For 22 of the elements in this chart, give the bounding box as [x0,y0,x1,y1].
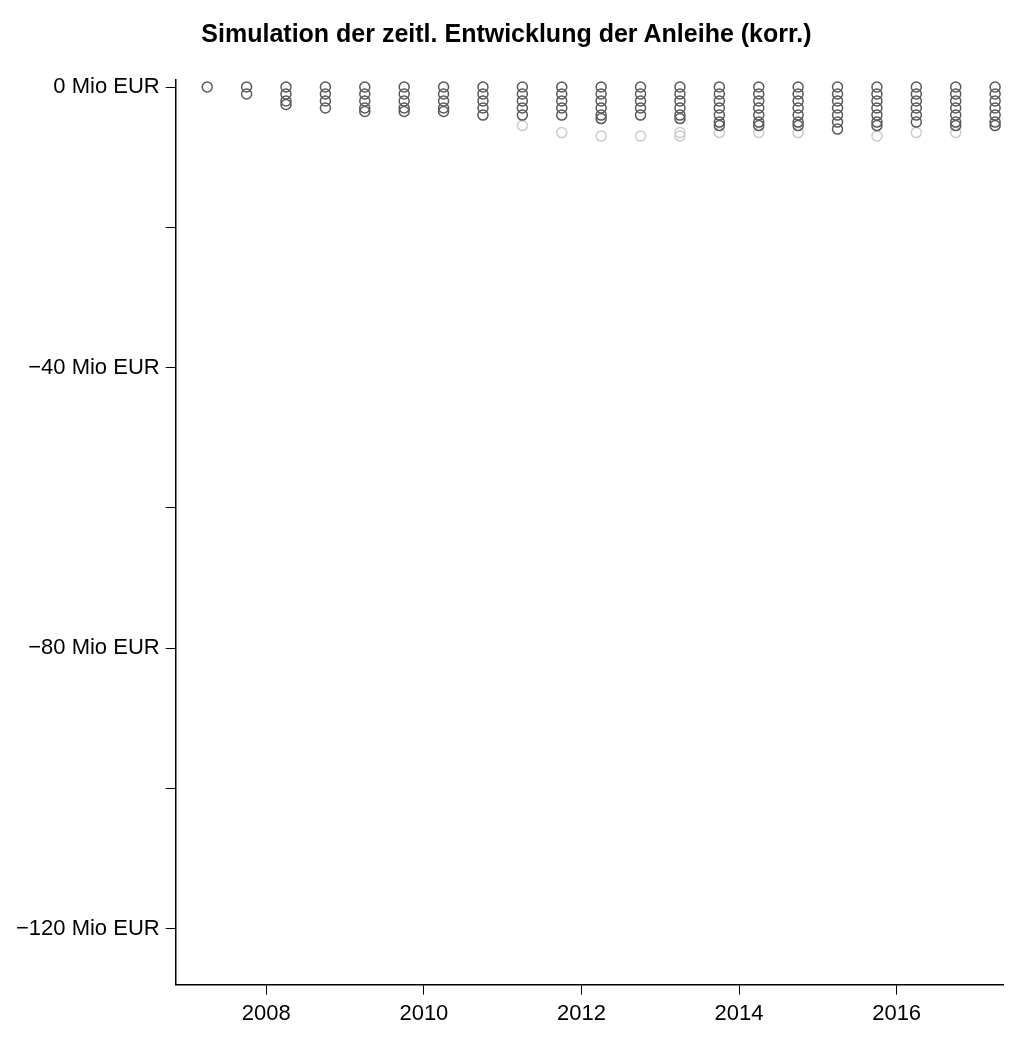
y-tick-label: −40 Mio EUR [28,353,160,379]
point [910,126,923,139]
point [871,130,883,142]
chart-title: Simulation der zeitl. Entwicklung der Anleihe (korr.) [201,18,812,47]
point [752,126,765,139]
point [634,130,647,142]
point [556,126,568,139]
point [949,126,962,139]
point [516,119,529,132]
x-tick-label: 2016 [872,999,922,1025]
x-tick-label: 2008 [241,999,291,1025]
x-tick-label: 2014 [714,999,764,1025]
y-tick-label: −80 Mio EUR [28,634,160,660]
y-tick-label: 0 Mio EUR [53,73,160,99]
x-tick-label: 2012 [556,999,606,1025]
point [713,126,726,139]
y-tick-label: −120 Mio EUR [15,914,160,940]
point [595,130,607,142]
point [674,126,686,139]
x-tick-label: 2010 [399,999,449,1025]
point [674,130,686,142]
point [792,126,804,139]
